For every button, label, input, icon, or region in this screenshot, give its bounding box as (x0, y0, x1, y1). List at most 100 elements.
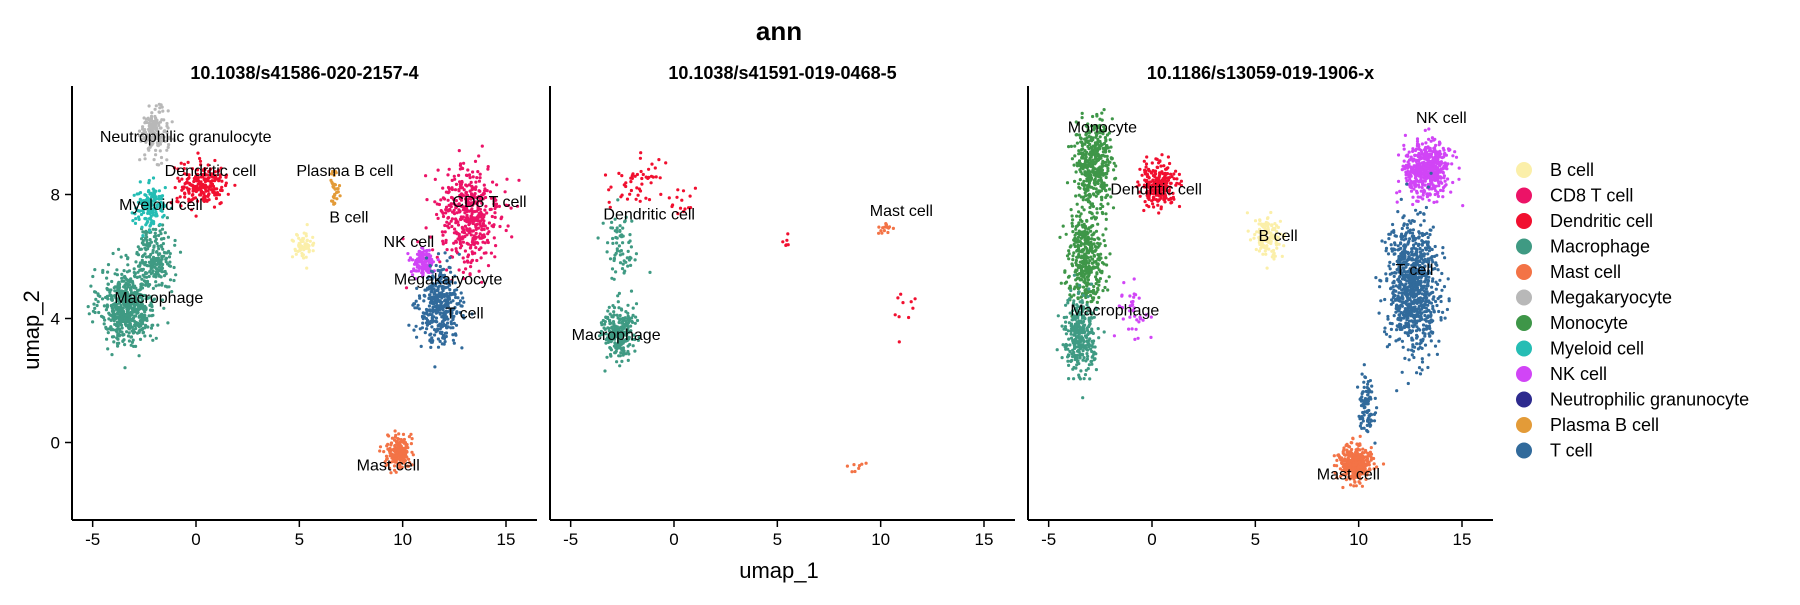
data-point (1076, 162, 1079, 165)
data-point (160, 162, 163, 165)
x-axis-title: umap_1 (739, 558, 819, 583)
data-point (461, 217, 464, 220)
data-point (423, 266, 426, 269)
data-point (597, 236, 600, 239)
data-point (626, 304, 629, 307)
data-point (675, 196, 678, 199)
data-point (486, 168, 489, 171)
data-point (437, 337, 440, 340)
data-point (1089, 230, 1092, 233)
data-point (1451, 181, 1454, 184)
data-point (1103, 239, 1106, 242)
data-point (1065, 344, 1068, 347)
data-point (1167, 155, 1170, 158)
data-point (148, 283, 151, 286)
data-point (1404, 134, 1407, 137)
data-point (1092, 290, 1095, 293)
data-point (1175, 177, 1178, 180)
data-point (1080, 242, 1083, 245)
data-point (1104, 227, 1107, 230)
data-point (155, 104, 158, 107)
data-point (145, 255, 148, 258)
data-point (143, 153, 146, 156)
data-point (1074, 285, 1077, 288)
data-point (148, 270, 151, 273)
data-point (411, 437, 414, 440)
data-point (1432, 201, 1435, 204)
data-point (140, 268, 143, 271)
data-point (877, 232, 880, 235)
data-point (505, 178, 508, 181)
cluster-dendritic-cell (894, 293, 917, 344)
data-point (142, 308, 145, 311)
data-point (150, 324, 153, 327)
data-point (115, 268, 118, 271)
data-point (431, 341, 434, 344)
data-point (413, 263, 416, 266)
data-point (197, 187, 200, 190)
data-point (101, 315, 104, 318)
data-point (1095, 207, 1098, 210)
data-point (131, 219, 134, 222)
data-point (1092, 193, 1095, 196)
data-point (1087, 226, 1090, 229)
data-point (134, 222, 137, 225)
data-point (386, 433, 389, 436)
data-point (466, 242, 469, 245)
data-point (1172, 172, 1175, 175)
data-point (1088, 290, 1091, 293)
data-point (1446, 177, 1449, 180)
data-point (616, 294, 619, 297)
data-point (1082, 198, 1085, 201)
data-point (479, 176, 482, 179)
data-point (1105, 176, 1108, 179)
data-point (419, 253, 422, 256)
data-point (91, 275, 94, 278)
data-point (312, 242, 315, 245)
data-point (126, 270, 129, 273)
data-point (118, 284, 121, 287)
data-point (101, 297, 104, 300)
data-point (88, 312, 91, 315)
data-point (1145, 155, 1148, 158)
data-point (1091, 345, 1094, 348)
data-point (107, 263, 110, 266)
data-point (1100, 198, 1103, 201)
data-point (1081, 271, 1084, 274)
data-point (456, 211, 459, 214)
data-point (629, 180, 632, 183)
data-point (606, 316, 609, 319)
data-point (137, 215, 140, 218)
data-point (1145, 162, 1148, 165)
data-point (160, 256, 163, 259)
data-point (1099, 242, 1102, 245)
data-point (435, 317, 438, 320)
data-point (397, 432, 400, 435)
data-point (1091, 237, 1094, 240)
data-point (415, 325, 418, 328)
data-point (144, 217, 147, 220)
data-point (494, 244, 497, 247)
data-point (1105, 280, 1108, 283)
data-point (1131, 327, 1134, 330)
data-point (1105, 144, 1108, 147)
data-point (1088, 157, 1091, 160)
data-point (110, 304, 113, 307)
data-point (1093, 182, 1096, 185)
data-point (431, 306, 434, 309)
data-point (152, 269, 155, 272)
data-point (123, 343, 126, 346)
data-point (454, 332, 457, 335)
data-point (1095, 282, 1098, 285)
data-point (174, 186, 177, 189)
data-point (1114, 164, 1117, 167)
data-point (1120, 294, 1123, 297)
data-point (428, 293, 431, 296)
data-point (1084, 263, 1087, 266)
data-point (475, 232, 478, 235)
data-point (1254, 219, 1257, 222)
data-point (1081, 206, 1084, 209)
data-point (142, 331, 145, 334)
data-point (1085, 242, 1088, 245)
data-point (1421, 142, 1424, 145)
